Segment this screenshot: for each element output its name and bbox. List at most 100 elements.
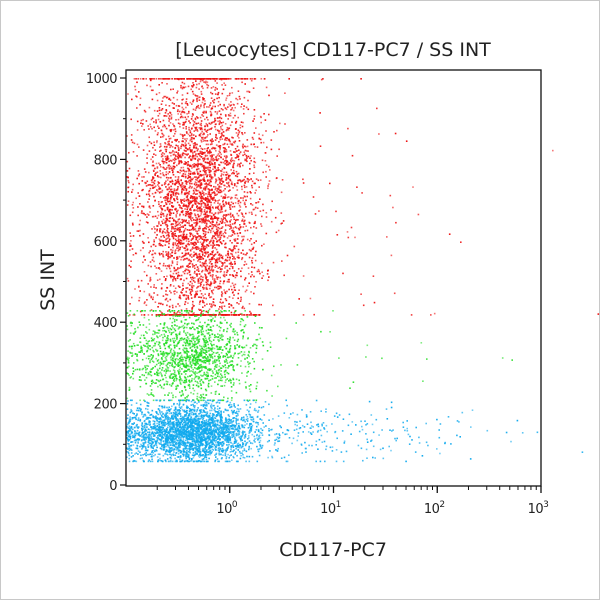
data-point — [192, 242, 194, 245]
data-point — [172, 191, 175, 194]
data-point — [214, 111, 217, 113]
data-point — [228, 380, 230, 382]
data-point — [185, 311, 188, 314]
data-point — [208, 189, 211, 192]
data-point — [151, 253, 153, 256]
data-point — [157, 118, 160, 121]
data-point — [180, 78, 183, 80]
data-point — [177, 363, 179, 365]
data-point — [214, 89, 216, 91]
data-point — [213, 202, 216, 204]
data-point — [214, 199, 216, 201]
data-point — [248, 172, 251, 175]
data-point — [193, 187, 196, 190]
data-point — [268, 180, 271, 182]
data-point — [200, 360, 203, 363]
data-point — [217, 211, 220, 214]
data-point — [193, 142, 196, 145]
data-point — [165, 203, 168, 205]
data-point — [195, 247, 197, 249]
data-point — [189, 235, 191, 238]
data-point — [224, 376, 226, 378]
data-point — [239, 151, 242, 153]
data-point — [189, 201, 191, 204]
data-point — [172, 244, 175, 247]
data-point — [203, 238, 205, 241]
data-point — [149, 261, 152, 263]
data-point — [161, 213, 163, 216]
data-point — [167, 157, 170, 160]
data-point — [200, 194, 202, 196]
data-point — [206, 158, 208, 160]
data-point — [257, 268, 260, 271]
data-point — [129, 352, 132, 354]
data-point — [171, 260, 174, 262]
data-point — [159, 268, 161, 270]
data-point — [231, 172, 233, 175]
data-point — [189, 175, 191, 178]
data-point — [167, 253, 170, 255]
data-point — [178, 235, 180, 237]
data-point — [153, 239, 155, 241]
data-point — [224, 291, 226, 293]
data-point — [234, 247, 236, 250]
data-point — [165, 364, 168, 367]
data-point — [266, 350, 269, 352]
data-point — [177, 109, 179, 111]
data-point — [171, 217, 174, 220]
data-point — [167, 313, 169, 316]
data-point — [160, 211, 163, 214]
data-point — [142, 123, 144, 125]
data-point — [148, 195, 151, 197]
data-point — [225, 161, 228, 164]
data-point — [247, 179, 249, 181]
data-point — [227, 224, 229, 227]
data-point — [212, 298, 215, 300]
data-point — [212, 245, 214, 247]
data-point — [158, 367, 161, 370]
data-point — [203, 361, 205, 364]
data-point — [167, 335, 169, 337]
data-point — [170, 193, 173, 196]
data-point — [158, 107, 161, 109]
data-point — [212, 197, 214, 200]
data-point — [190, 178, 193, 181]
data-point — [234, 226, 237, 228]
data-point — [163, 313, 165, 315]
data-point — [179, 169, 182, 172]
data-point — [130, 324, 133, 327]
data-point — [218, 325, 220, 328]
data-point — [166, 265, 169, 267]
data-point — [200, 363, 202, 366]
data-point — [223, 236, 225, 238]
data-point — [200, 278, 202, 281]
data-point — [169, 177, 172, 179]
data-point — [211, 291, 213, 294]
data-point — [165, 241, 167, 243]
data-point — [223, 280, 226, 282]
data-point — [224, 163, 227, 165]
data-point — [245, 106, 248, 109]
data-point — [210, 139, 212, 141]
data-point — [244, 253, 247, 256]
data-point — [221, 322, 223, 324]
data-point — [356, 186, 358, 188]
data-point — [160, 207, 162, 209]
data-point — [235, 378, 238, 381]
data-point — [260, 223, 262, 225]
data-point — [187, 133, 190, 136]
data-point — [179, 243, 182, 245]
data-point — [210, 240, 212, 242]
data-point — [205, 347, 208, 350]
data-point — [199, 96, 201, 98]
data-point — [192, 137, 195, 140]
data-point — [177, 147, 180, 150]
data-point — [172, 174, 175, 176]
data-point — [199, 163, 202, 166]
data-point — [231, 206, 234, 208]
data-point — [139, 290, 141, 292]
data-point — [184, 347, 186, 350]
data-point — [220, 126, 222, 128]
data-point — [163, 95, 165, 98]
data-point — [192, 371, 194, 373]
